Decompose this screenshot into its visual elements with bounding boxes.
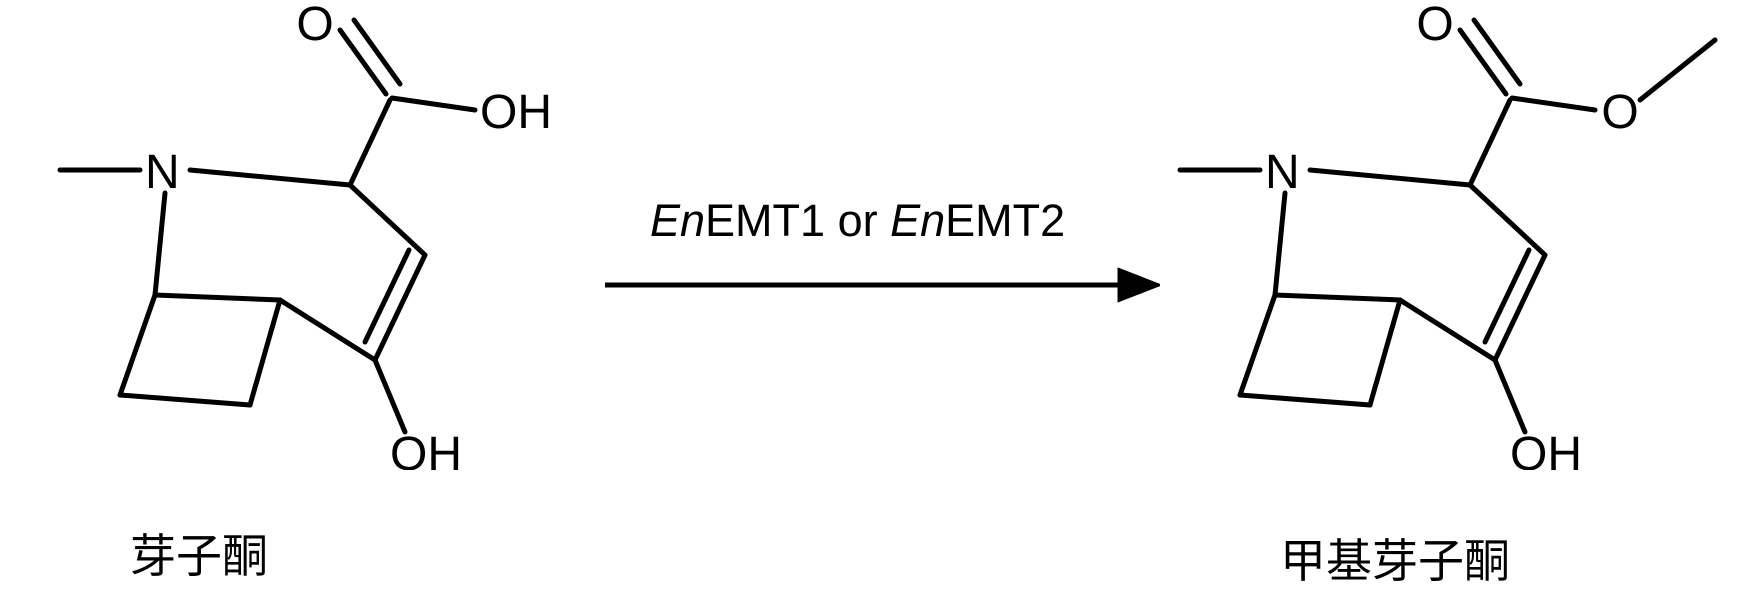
- atom-O-carbonyl-product: O: [1416, 0, 1453, 51]
- atom-OH-ring: OH: [390, 428, 462, 470]
- enzyme-label-part-4: EMT2: [945, 195, 1065, 246]
- atom-N-product: N: [1265, 146, 1300, 199]
- atom-OH-acid: OH: [480, 86, 552, 139]
- reaction-arrow: [600, 255, 1160, 315]
- enzyme-label-part-3: En: [890, 195, 945, 246]
- product-structure: N O O OH: [1150, 0, 1750, 470]
- enzyme-label-part-2: EMT1 or: [705, 195, 890, 246]
- atom-N: N: [145, 146, 180, 199]
- atom-O-ester-product: O: [1601, 86, 1638, 139]
- substrate-name-cn: 芽子酮: [130, 520, 268, 586]
- atom-O-carbonyl: O: [296, 0, 333, 51]
- atom-OH-ring-product: OH: [1510, 428, 1582, 470]
- substrate-structure: N O OH OH: [30, 0, 560, 470]
- enzyme-label-part-1: En: [650, 195, 705, 246]
- enzyme-label: EnEMT1 or EnEMT2: [650, 195, 1065, 247]
- product-name-cn: 甲基芽子酮: [1280, 525, 1510, 591]
